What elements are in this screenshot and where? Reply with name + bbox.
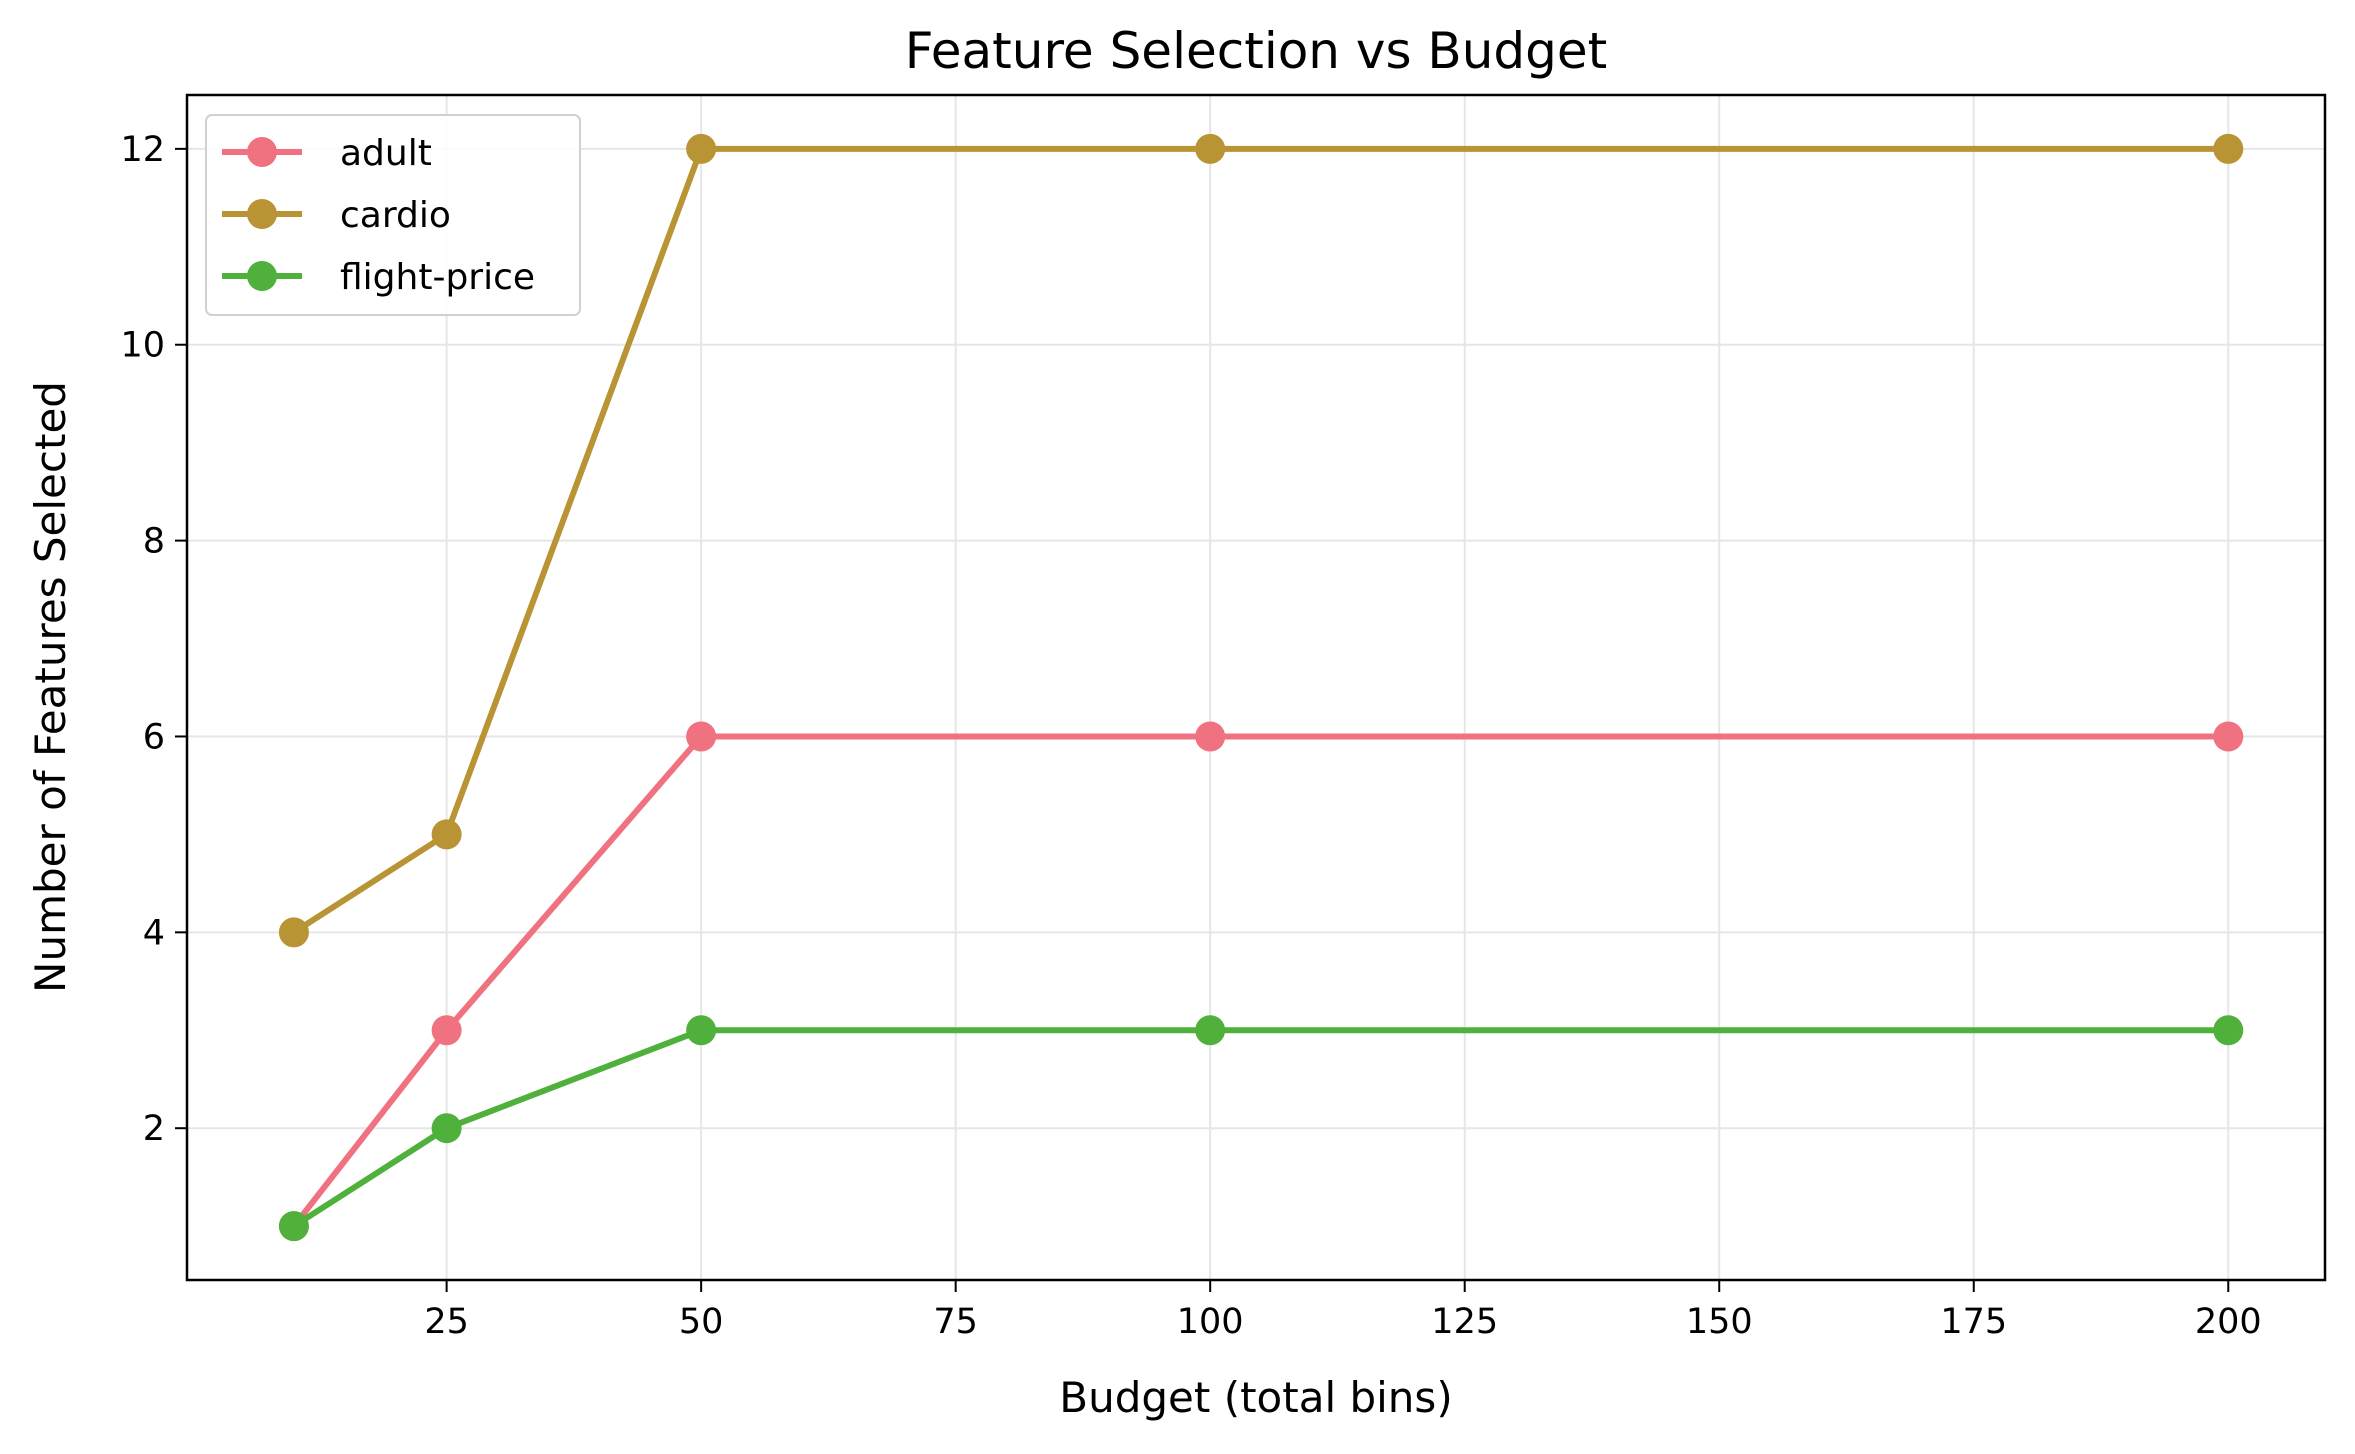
y-tick-label: 2 — [143, 1109, 165, 1149]
data-point-cardio — [686, 133, 717, 164]
series-adult — [278, 721, 2244, 1242]
legend-label: flight-price — [340, 257, 535, 298]
x-tick-label: 75 — [933, 1302, 978, 1342]
data-point-cardio — [431, 819, 462, 850]
y-tick-label: 12 — [120, 130, 165, 170]
legend-marker — [247, 261, 277, 291]
legend-frame — [205, 114, 581, 316]
data-point-flight-price — [1195, 1015, 1226, 1046]
x-tick-label: 150 — [1686, 1302, 1753, 1342]
series-cardio — [278, 133, 2244, 948]
data-point-flight-price — [686, 1015, 717, 1046]
y-tick-label: 8 — [143, 522, 165, 562]
legend-item-cardio: cardio — [222, 195, 451, 236]
data-point-flight-price — [431, 1113, 462, 1144]
x-tick-label: 125 — [1431, 1302, 1498, 1342]
x-tick-label: 200 — [2195, 1302, 2262, 1342]
data-point-cardio — [1195, 133, 1226, 164]
data-point-adult — [1195, 721, 1226, 752]
legend-marker — [247, 137, 277, 167]
data-point-flight-price — [278, 1211, 309, 1242]
y-tick-label: 10 — [120, 326, 165, 366]
data-point-flight-price — [2213, 1015, 2244, 1046]
x-tick-label: 175 — [1940, 1302, 2007, 1342]
legend-label: cardio — [340, 195, 451, 236]
x-tick-label: 100 — [1177, 1302, 1244, 1342]
legend: adult cardio flight-price — [205, 114, 581, 316]
chart-title: Feature Selection vs Budget — [905, 22, 1608, 80]
x-axis-label: Budget (total bins) — [1059, 1373, 1452, 1422]
plot-frame — [185, 93, 2327, 1282]
legend-label: adult — [340, 133, 432, 174]
axis-ticks: 25 50 75 100 125 150 175 200 2 4 6 8 10 12 — [120, 130, 2261, 1342]
series-line-adult — [290, 733, 2232, 1230]
data-point-adult — [686, 721, 717, 752]
y-tick-label: 6 — [143, 717, 165, 757]
data-point-adult — [431, 1015, 462, 1046]
legend-item-flight-price: flight-price — [222, 257, 535, 298]
data-point-adult — [2213, 721, 2244, 752]
data-point-cardio — [278, 917, 309, 948]
y-tick-label: 4 — [143, 913, 165, 953]
x-tick-label: 25 — [424, 1302, 469, 1342]
series-flight-price — [278, 1015, 2244, 1242]
data-point-cardio — [2213, 133, 2244, 164]
y-axis-label: Number of Features Selected — [26, 381, 75, 993]
x-tick-label: 50 — [679, 1302, 724, 1342]
legend-item-adult: adult — [222, 133, 432, 174]
series-layer — [278, 133, 2244, 1242]
legend-marker — [247, 199, 277, 229]
